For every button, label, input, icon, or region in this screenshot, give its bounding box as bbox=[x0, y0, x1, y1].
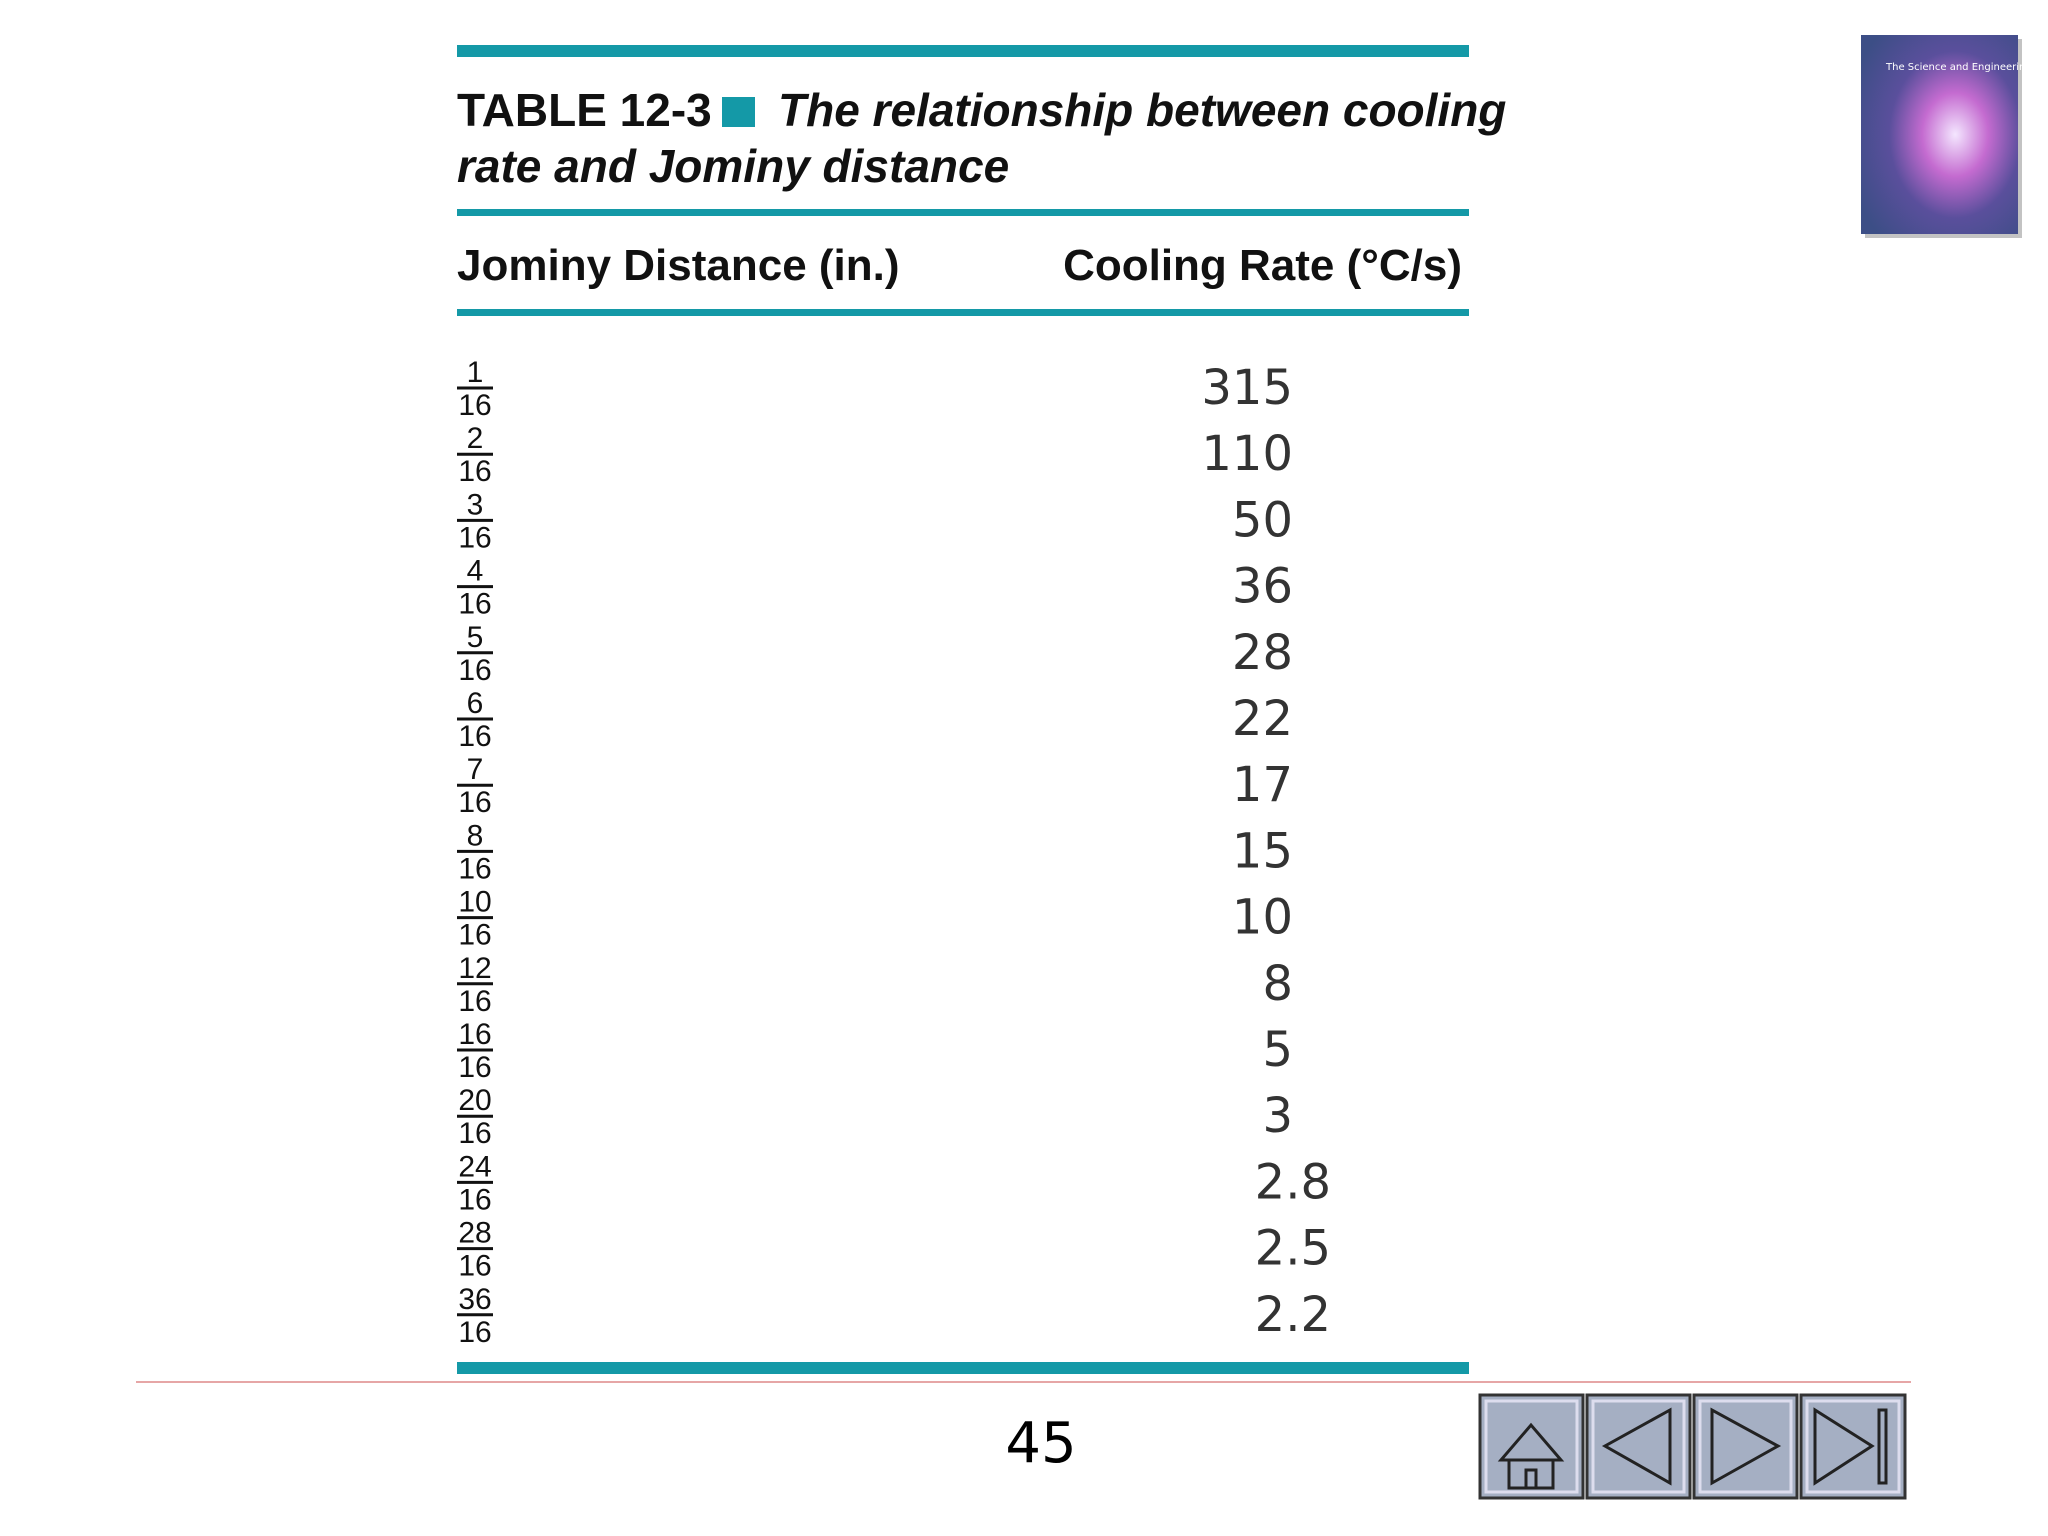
cooling-rate: 17 bbox=[1232, 757, 1293, 813]
cooling-rate: 22 bbox=[1232, 691, 1293, 747]
fraction-numerator: 7 bbox=[467, 753, 484, 786]
fraction-numerator: 1 bbox=[467, 356, 484, 389]
page-number: 45 bbox=[1005, 1411, 1076, 1476]
fraction-denominator: 16 bbox=[458, 389, 491, 422]
cooling-rate: 315 bbox=[1201, 360, 1293, 416]
nav-forward[interactable] bbox=[1692, 1393, 1799, 1500]
fraction-denominator: 16 bbox=[458, 786, 491, 819]
column-header: Jominy Distance (in.) bbox=[457, 241, 900, 290]
cooling-rate: 8 bbox=[1262, 956, 1293, 1012]
fraction-numerator: 3 bbox=[467, 488, 484, 521]
cooling-rate: 3 bbox=[1262, 1088, 1293, 1144]
bottom-rule bbox=[457, 1362, 1469, 1374]
fraction-numerator: 28 bbox=[458, 1217, 491, 1250]
fraction-numerator: 10 bbox=[458, 886, 491, 919]
table-label: TABLE 12-3 bbox=[457, 84, 712, 136]
fraction-numerator: 36 bbox=[458, 1283, 491, 1316]
cooling-rate: 36 bbox=[1232, 559, 1293, 615]
fraction-denominator: 16 bbox=[458, 720, 491, 753]
cooling-rate: 2.8 bbox=[1255, 1154, 1331, 1210]
fraction-denominator: 16 bbox=[458, 654, 491, 687]
fraction-numerator: 16 bbox=[458, 1018, 491, 1051]
cooling-rate: 10 bbox=[1232, 890, 1293, 946]
nav-end[interactable] bbox=[1799, 1393, 1907, 1500]
fraction-numerator: 8 bbox=[467, 819, 484, 852]
fraction-numerator: 4 bbox=[467, 555, 484, 588]
fraction-denominator: 16 bbox=[458, 588, 491, 621]
fraction-denominator: 16 bbox=[458, 1250, 491, 1283]
fraction-denominator: 16 bbox=[458, 1051, 491, 1084]
cover-title: The Science and Engineering of Materials bbox=[1885, 62, 2048, 73]
caption-rule bbox=[457, 209, 1469, 216]
fraction-numerator: 24 bbox=[458, 1150, 491, 1183]
cooling-rate: 2.5 bbox=[1255, 1221, 1331, 1277]
cooling-rate: 15 bbox=[1232, 823, 1293, 879]
top-rule bbox=[457, 45, 1469, 57]
fraction-numerator: 2 bbox=[467, 422, 484, 455]
table-caption: rate and Jominy distance bbox=[457, 140, 1009, 192]
nav-back[interactable] bbox=[1585, 1393, 1692, 1500]
cooling-rate: 50 bbox=[1232, 492, 1293, 548]
fraction-denominator: 16 bbox=[458, 1117, 491, 1150]
cooling-rate: 2.2 bbox=[1255, 1287, 1331, 1343]
fraction-denominator: 16 bbox=[458, 985, 491, 1018]
fraction-denominator: 16 bbox=[458, 1183, 491, 1216]
book-cover: The Science and Engineering of Materials bbox=[1861, 35, 2048, 238]
header-rule bbox=[457, 309, 1469, 316]
nav-home[interactable] bbox=[1478, 1393, 1585, 1500]
fraction-numerator: 6 bbox=[467, 687, 484, 720]
cooling-rate: 28 bbox=[1232, 625, 1293, 681]
table-caption: The relationship between cooling bbox=[778, 84, 1506, 136]
label-square bbox=[722, 97, 755, 127]
fraction-denominator: 16 bbox=[458, 521, 491, 554]
fraction-denominator: 16 bbox=[458, 919, 491, 952]
fraction-numerator: 5 bbox=[467, 621, 484, 654]
column-header: Cooling Rate (°C/s) bbox=[1063, 241, 1462, 290]
fraction-denominator: 16 bbox=[458, 1316, 491, 1349]
fraction-denominator: 16 bbox=[458, 852, 491, 885]
cooling-rate: 110 bbox=[1201, 426, 1293, 482]
cooling-rate: 5 bbox=[1262, 1022, 1293, 1078]
fraction-numerator: 20 bbox=[458, 1084, 491, 1117]
fraction-numerator: 12 bbox=[458, 952, 491, 985]
fraction-denominator: 16 bbox=[458, 455, 491, 488]
